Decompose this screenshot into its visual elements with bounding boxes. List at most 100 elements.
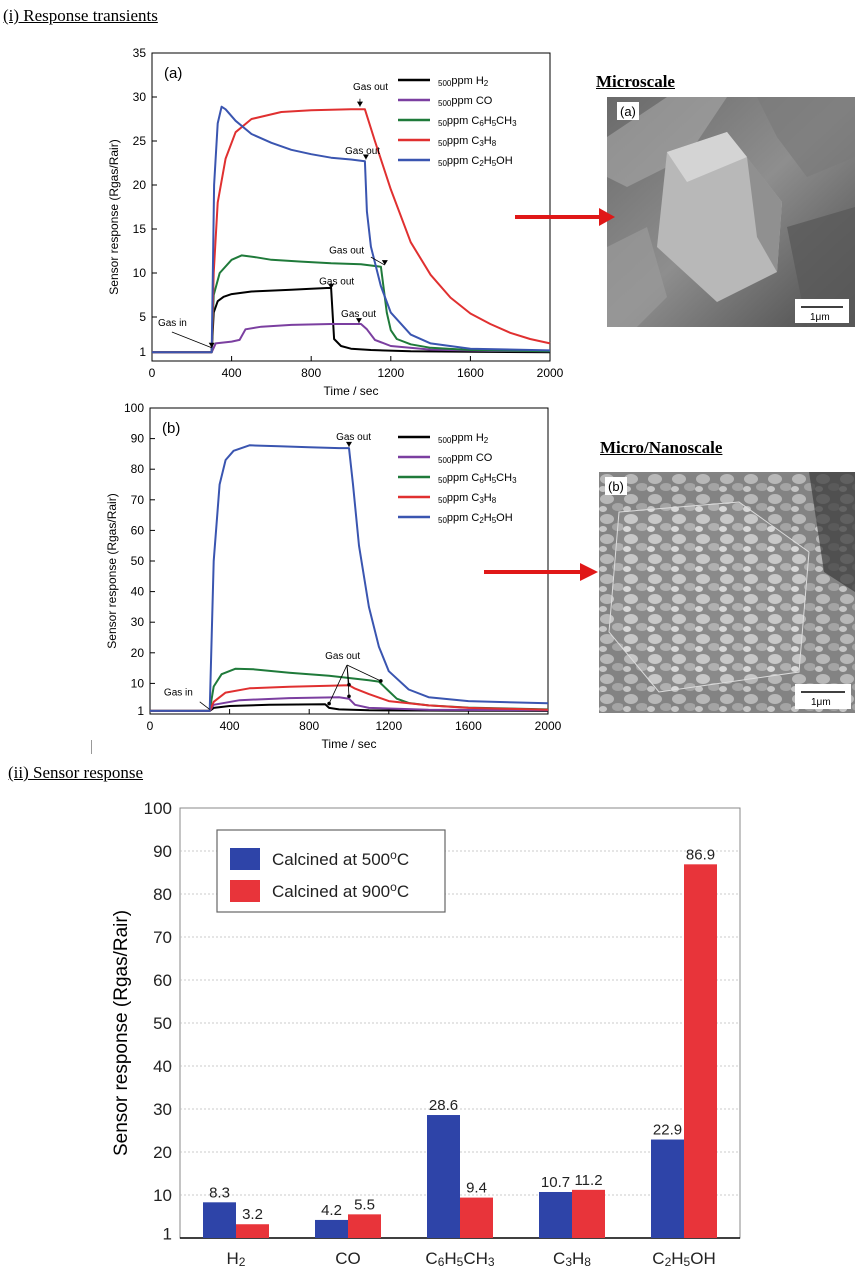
category-label: CO (335, 1249, 361, 1268)
micro-scale-bar-label: 1μm (810, 312, 830, 323)
y-tick-label: 1 (139, 345, 146, 359)
series-line-co (152, 323, 551, 354)
x-tick-label: 0 (149, 366, 156, 380)
annotation-arrow (346, 664, 382, 682)
y-tick-label: 60 (153, 971, 172, 990)
bar-bar900 (572, 1189, 605, 1238)
annotation-arrow (171, 331, 212, 349)
legend-label-toluene: 50ppm C6H5CH3 (438, 472, 517, 485)
series-line-h2 (152, 287, 551, 354)
bar-bar900 (348, 1214, 381, 1238)
legend-label-toluene: 50ppm C6H5CH3 (438, 115, 517, 128)
annotation-gas-out: Gas out (325, 651, 360, 662)
y-tick-label: 30 (131, 615, 145, 629)
x-tick-label: 1600 (457, 366, 484, 380)
bar-value-label: 11.2 (574, 1172, 602, 1189)
category-label: C3H8 (553, 1249, 591, 1269)
x-tick-label: 0 (147, 719, 154, 733)
y-tick-label: 80 (131, 462, 145, 476)
annotation-arrowhead (379, 679, 383, 683)
y-tick-label: 25 (133, 134, 147, 148)
sem-image-nanoscale: (b) 1μm (599, 472, 855, 713)
sensor-response-bar-chart: 1 10 20 30 40 50 60 70 80 90 100 Sensor response (R… (111, 799, 741, 1269)
series-line-ethanol (152, 105, 551, 354)
bar-value-label: 8.3 (209, 1184, 230, 1201)
y-tick-label: 40 (131, 585, 145, 599)
annotation-arrowhead (381, 260, 388, 266)
annotation-arrowhead (347, 694, 351, 699)
annotation-arrow (199, 701, 210, 710)
x-tick-label: 1600 (455, 719, 482, 733)
bar-value-label: 4.2 (321, 1202, 342, 1219)
microscale-title: Microscale (596, 72, 675, 91)
legend-label-propane: 50ppm C3H8 (438, 135, 497, 148)
bar-bar500 (539, 1191, 572, 1238)
bar-value-label: 28.6 (429, 1097, 458, 1114)
annotation-arrowhead (328, 283, 335, 289)
y-tick-label: 90 (153, 842, 172, 861)
annotation-gas-out: Gas out (336, 432, 371, 443)
x-tick-label: 400 (222, 366, 242, 380)
bar-value-label: 22.9 (653, 1122, 682, 1139)
annotation-arrow (328, 664, 348, 704)
section-title-transients: (i) Response transients (3, 6, 158, 25)
annotation-gas-out: Gas out (329, 246, 364, 257)
x-axis-label: Time / sec (322, 737, 377, 751)
y-tick-label: 10 (131, 676, 145, 690)
bar-bar900 (684, 864, 717, 1238)
annotation-arrow (346, 664, 350, 685)
bar-bar500 (427, 1115, 460, 1238)
category-label: H2 (227, 1249, 246, 1269)
annotation-arrowhead (355, 318, 362, 324)
annotation-gas-in: Gas in (164, 688, 193, 699)
y-tick-label: 70 (153, 928, 172, 947)
bar-value-label: 3.2 (242, 1206, 263, 1223)
annotation-arrowhead (356, 101, 363, 107)
bar-value-label: 86.9 (686, 846, 715, 863)
legend-label-co: 500ppm CO (438, 95, 493, 108)
y-tick-label: 30 (153, 1100, 172, 1119)
arrow-to-nanoscale (484, 563, 598, 581)
annotation-gas-out: Gas out (345, 146, 380, 157)
y-tick-label: 10 (133, 266, 147, 280)
series-line-propane (152, 108, 551, 354)
bar-bar500 (651, 1139, 684, 1238)
legend-label-propane: 50ppm C3H8 (438, 492, 497, 505)
legend-label-bar900: Calcined at 900oC (272, 880, 409, 901)
nano-scale-bar-label: 1μm (811, 697, 831, 708)
y-tick-label: 1 (163, 1225, 172, 1244)
sem-image-microscale: (a) 1μm (607, 97, 855, 327)
panel-label: (b) (162, 420, 180, 437)
x-tick-label: 400 (220, 719, 240, 733)
y-tick-label: 20 (153, 1143, 172, 1162)
annotation-gas-out: Gas out (341, 309, 376, 320)
legend-label-ethanol: 50ppm C2H5OH (438, 512, 513, 525)
nano-panel-label: (b) (608, 479, 624, 494)
y-tick-label: 30 (133, 90, 147, 104)
y-tick-label: 50 (131, 554, 145, 568)
y-tick-label: 15 (133, 222, 147, 236)
series-line-toluene (152, 254, 551, 354)
x-tick-label: 2000 (537, 366, 564, 380)
y-tick-label: 80 (153, 885, 172, 904)
y-tick-label: 20 (131, 646, 145, 660)
y-tick-label: 1 (137, 704, 144, 718)
divider-tick (91, 740, 92, 754)
annotation-gas-out: Gas out (319, 276, 354, 287)
bar-bar500 (315, 1219, 348, 1238)
legend-label-ethanol: 50ppm C2H5OH (438, 155, 513, 168)
x-tick-label: 800 (299, 719, 319, 733)
x-axis-label: Time / sec (324, 384, 379, 398)
x-tick-label: 2000 (535, 719, 562, 733)
bar-value-label: 5.5 (354, 1196, 375, 1213)
y-tick-label: 90 (131, 432, 145, 446)
category-label: C6H5CH3 (425, 1249, 495, 1269)
legend-label-h2: 500ppm H2 (438, 432, 489, 445)
series-line-propane (150, 684, 549, 712)
series-line-ethanol (150, 444, 549, 712)
annotation-gas-out: Gas out (353, 82, 388, 93)
section-title-response: (ii) Sensor response (8, 763, 144, 782)
plot-frame (149, 407, 549, 715)
micro-panel-label: (a) (620, 104, 636, 119)
